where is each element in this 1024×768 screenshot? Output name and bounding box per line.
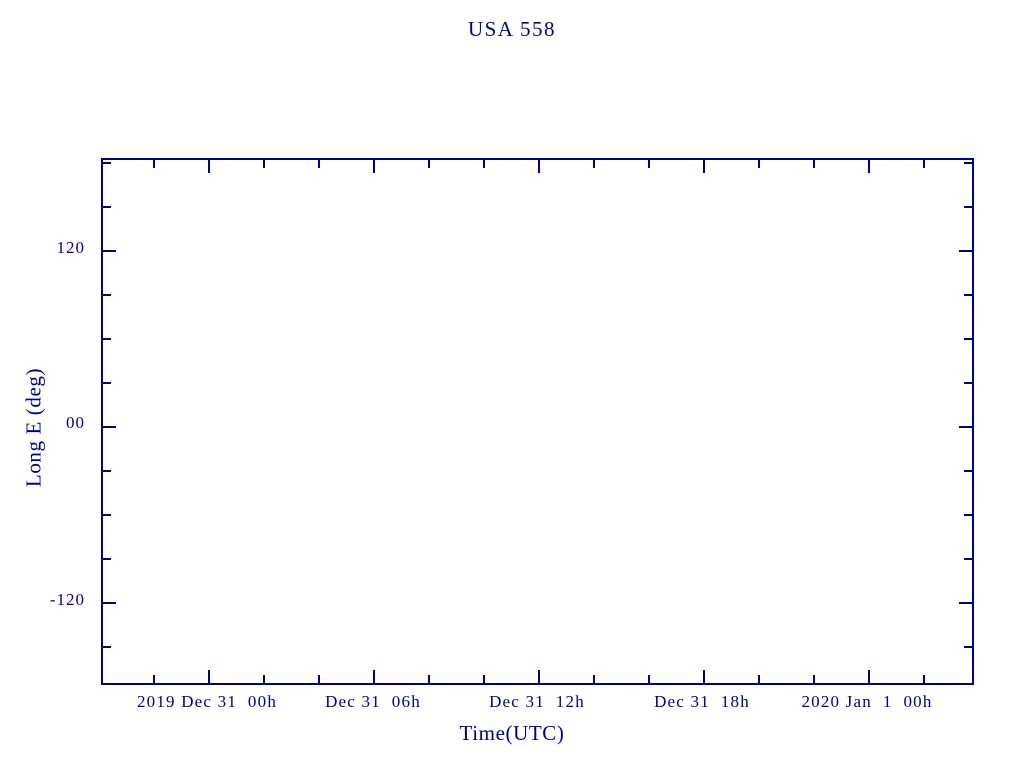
y-axis-tick-left-minor bbox=[103, 470, 111, 472]
y-axis-tick-right-minor bbox=[964, 382, 972, 384]
x-axis-tick-top-major bbox=[208, 160, 210, 173]
x-axis-tick-top-minor bbox=[263, 160, 265, 168]
x-axis-tick-top-major bbox=[538, 160, 540, 173]
x-axis-tick-bottom-major bbox=[373, 670, 375, 683]
y-axis-tick-right-major bbox=[959, 250, 972, 252]
x-tick-label: 2019 Dec 31 00h bbox=[136, 692, 278, 711]
y-axis-tick-left-minor bbox=[103, 338, 111, 340]
x-axis-tick-bottom-major bbox=[208, 670, 210, 683]
y-axis-tick-left-minor bbox=[103, 294, 111, 296]
x-axis-tick-bottom-minor bbox=[758, 675, 760, 683]
chart-title: USA 558 bbox=[467, 17, 557, 41]
x-axis-tick-bottom-minor bbox=[923, 675, 925, 683]
x-axis-tick-bottom-major bbox=[703, 670, 705, 683]
y-axis-tick-left-minor bbox=[103, 206, 111, 208]
y-tick-label: 120 bbox=[56, 238, 85, 257]
y-axis-tick-right-minor bbox=[964, 162, 972, 164]
x-axis-title: Time(UTC) bbox=[459, 721, 565, 745]
y-axis-tick-right-minor bbox=[964, 646, 972, 648]
y-axis-tick-left-minor bbox=[103, 514, 111, 516]
y-axis-tick-left-minor bbox=[103, 646, 111, 648]
x-axis-tick-top-minor bbox=[593, 160, 595, 168]
x-axis-tick-top-minor bbox=[923, 160, 925, 168]
x-axis-tick-top-minor bbox=[648, 160, 650, 168]
y-axis-tick-left-major bbox=[103, 602, 116, 604]
y-axis-tick-right-minor bbox=[964, 558, 972, 560]
y-tick-label: 00 bbox=[66, 413, 85, 432]
y-axis-tick-right-minor bbox=[964, 514, 972, 516]
plot-area bbox=[103, 160, 972, 683]
x-axis-tick-bottom-minor bbox=[813, 675, 815, 683]
x-tick-label: Dec 31 18h bbox=[654, 692, 750, 711]
x-tick-label: Dec 31 06h bbox=[325, 692, 421, 711]
y-axis-tick-left-minor bbox=[103, 382, 111, 384]
y-axis-tick-right-minor bbox=[964, 470, 972, 472]
x-axis-tick-bottom-minor bbox=[428, 675, 430, 683]
x-axis-tick-bottom-major bbox=[538, 670, 540, 683]
x-axis-tick-bottom-minor bbox=[593, 675, 595, 683]
y-axis-tick-right-minor bbox=[964, 294, 972, 296]
x-axis-tick-bottom-minor bbox=[153, 675, 155, 683]
x-axis-tick-bottom-minor bbox=[318, 675, 320, 683]
x-axis-tick-bottom-minor bbox=[648, 675, 650, 683]
x-tick-label: 2020 Jan 1 00h bbox=[801, 692, 933, 711]
x-axis-tick-top-minor bbox=[428, 160, 430, 168]
x-axis-tick-top-minor bbox=[813, 160, 815, 168]
y-axis-tick-left-major bbox=[103, 426, 116, 428]
y-axis-tick-left-major bbox=[103, 250, 116, 252]
x-axis-tick-bottom-major bbox=[868, 670, 870, 683]
x-tick-label: Dec 31 12h bbox=[489, 692, 585, 711]
plot-frame bbox=[101, 158, 974, 685]
y-axis-tick-left-minor bbox=[103, 558, 111, 560]
y-axis-tick-left-minor bbox=[103, 162, 111, 164]
x-axis-tick-top-major bbox=[703, 160, 705, 173]
x-axis-tick-top-minor bbox=[318, 160, 320, 168]
x-axis-tick-bottom-minor bbox=[483, 675, 485, 683]
x-axis-tick-top-minor bbox=[758, 160, 760, 168]
y-tick-label: -120 bbox=[49, 590, 85, 609]
x-axis-tick-top-minor bbox=[483, 160, 485, 168]
y-axis-title: Long E (deg) bbox=[21, 367, 46, 488]
x-axis-tick-top-major bbox=[868, 160, 870, 173]
y-axis-tick-right-major bbox=[959, 426, 972, 428]
y-axis-tick-right-major bbox=[959, 602, 972, 604]
y-axis-tick-right-minor bbox=[964, 338, 972, 340]
y-axis-tick-right-minor bbox=[964, 206, 972, 208]
x-axis-tick-bottom-minor bbox=[263, 675, 265, 683]
x-axis-tick-top-minor bbox=[153, 160, 155, 168]
x-axis-tick-top-major bbox=[373, 160, 375, 173]
